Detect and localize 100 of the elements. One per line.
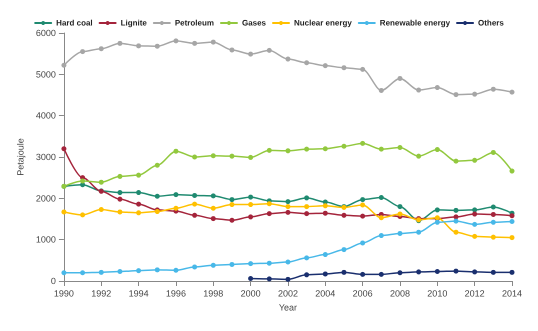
- point: [472, 234, 478, 239]
- point: [266, 201, 272, 206]
- point: [266, 48, 272, 53]
- point: [453, 218, 458, 224]
- point: [453, 158, 458, 164]
- x-tick-label: 1996: [166, 288, 186, 298]
- point: [322, 271, 328, 276]
- point: [510, 168, 514, 174]
- point: [360, 140, 366, 146]
- point: [453, 230, 458, 235]
- point: [397, 270, 402, 276]
- point: [229, 197, 234, 202]
- point: [360, 272, 366, 277]
- point: [322, 63, 328, 68]
- point: [490, 212, 496, 217]
- point: [341, 144, 346, 149]
- point: [210, 206, 216, 211]
- point: [360, 214, 366, 219]
- point: [173, 192, 178, 198]
- point: [434, 147, 440, 152]
- x-tick-label: 2006: [352, 288, 373, 298]
- point: [117, 209, 122, 214]
- point: [490, 204, 496, 210]
- x-tick-label: 2010: [427, 288, 448, 298]
- point: [117, 190, 122, 196]
- y-tick-label: 6000: [36, 28, 56, 38]
- point: [416, 154, 422, 159]
- point: [61, 270, 66, 276]
- point: [173, 148, 178, 154]
- point: [80, 270, 86, 276]
- point: [490, 86, 496, 92]
- point: [248, 214, 254, 220]
- point: [360, 66, 366, 72]
- point: [322, 203, 328, 208]
- point: [341, 270, 346, 275]
- point: [434, 220, 440, 225]
- point: [378, 146, 384, 152]
- point: [266, 260, 272, 266]
- point: [266, 276, 272, 282]
- point: [210, 193, 216, 198]
- point: [210, 262, 216, 268]
- point: [397, 230, 402, 236]
- point: [136, 172, 142, 178]
- point: [304, 195, 310, 200]
- y-tick-label: 3000: [36, 152, 56, 162]
- point: [453, 268, 458, 274]
- x-tick-label: 2004: [315, 288, 336, 298]
- legend-label: Lignite: [120, 18, 148, 28]
- point: [397, 204, 402, 210]
- point: [304, 255, 310, 260]
- point: [266, 148, 272, 153]
- legend-label: Nuclear energy: [294, 18, 352, 28]
- point: [154, 267, 160, 272]
- point: [248, 194, 254, 200]
- point: [510, 213, 514, 218]
- point: [229, 262, 234, 267]
- point: [80, 49, 86, 54]
- point: [285, 199, 290, 204]
- point: [98, 270, 104, 275]
- point: [322, 210, 328, 216]
- point: [229, 218, 234, 223]
- point: [472, 92, 478, 97]
- point: [304, 204, 310, 210]
- point: [510, 270, 514, 275]
- point: [341, 247, 346, 252]
- point: [192, 264, 198, 270]
- point: [98, 206, 104, 212]
- point: [397, 212, 402, 217]
- point: [472, 158, 478, 163]
- point: [210, 153, 216, 158]
- point: [416, 88, 422, 93]
- point: [472, 269, 478, 274]
- point: [117, 174, 122, 179]
- x-tick-label: 1992: [91, 288, 112, 298]
- point: [453, 92, 458, 98]
- point: [397, 76, 402, 81]
- point: [472, 222, 478, 227]
- point: [322, 252, 328, 258]
- x-tick-label: 2000: [240, 288, 261, 298]
- point: [192, 212, 198, 218]
- x-tick-label: 1994: [128, 288, 149, 298]
- point: [416, 269, 422, 274]
- point: [285, 276, 290, 282]
- point: [248, 154, 254, 160]
- point: [490, 270, 496, 275]
- point: [434, 85, 440, 90]
- point: [285, 210, 290, 215]
- point: [173, 206, 178, 211]
- point: [510, 235, 514, 240]
- y-axis-title: Petajoule: [16, 138, 26, 176]
- point: [154, 162, 160, 168]
- point: [304, 146, 310, 152]
- point: [378, 88, 384, 93]
- point: [416, 230, 422, 235]
- x-tick-label: 2008: [390, 288, 410, 298]
- point: [490, 150, 496, 155]
- point: [304, 60, 310, 66]
- point: [61, 146, 66, 152]
- point: [136, 210, 142, 216]
- point: [80, 212, 86, 218]
